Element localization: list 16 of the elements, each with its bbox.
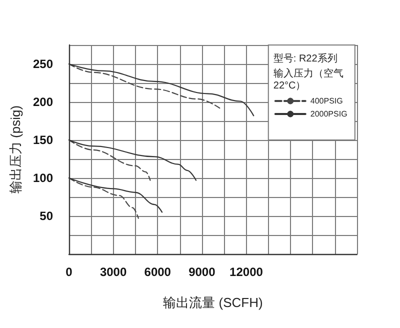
legend-title: 输入压力（空气22°C）	[273, 68, 344, 92]
y-tick-label: 50	[40, 209, 54, 223]
x-tick-label: 0	[66, 265, 73, 279]
x-axis-title: 输出流量 (SCFH)	[163, 295, 263, 310]
x-tick-label: 6000	[144, 265, 172, 279]
y-tick-label: 100	[32, 171, 54, 185]
x-tick-label: 9000	[188, 265, 216, 279]
y-tick-label: 200	[32, 95, 54, 109]
legend-label: 2000PSIG	[310, 110, 348, 118]
x-tick-label: 12000	[230, 265, 264, 279]
legend-label: 400PSIG	[310, 96, 343, 106]
annotation: 型号: R22系列	[273, 52, 338, 64]
y-axis-title: 输出压力 (psig)	[8, 105, 24, 194]
y-tick-label: 150	[32, 133, 54, 147]
x-tick-label: 3000	[100, 265, 127, 279]
y-tick-label: 250	[32, 57, 54, 71]
